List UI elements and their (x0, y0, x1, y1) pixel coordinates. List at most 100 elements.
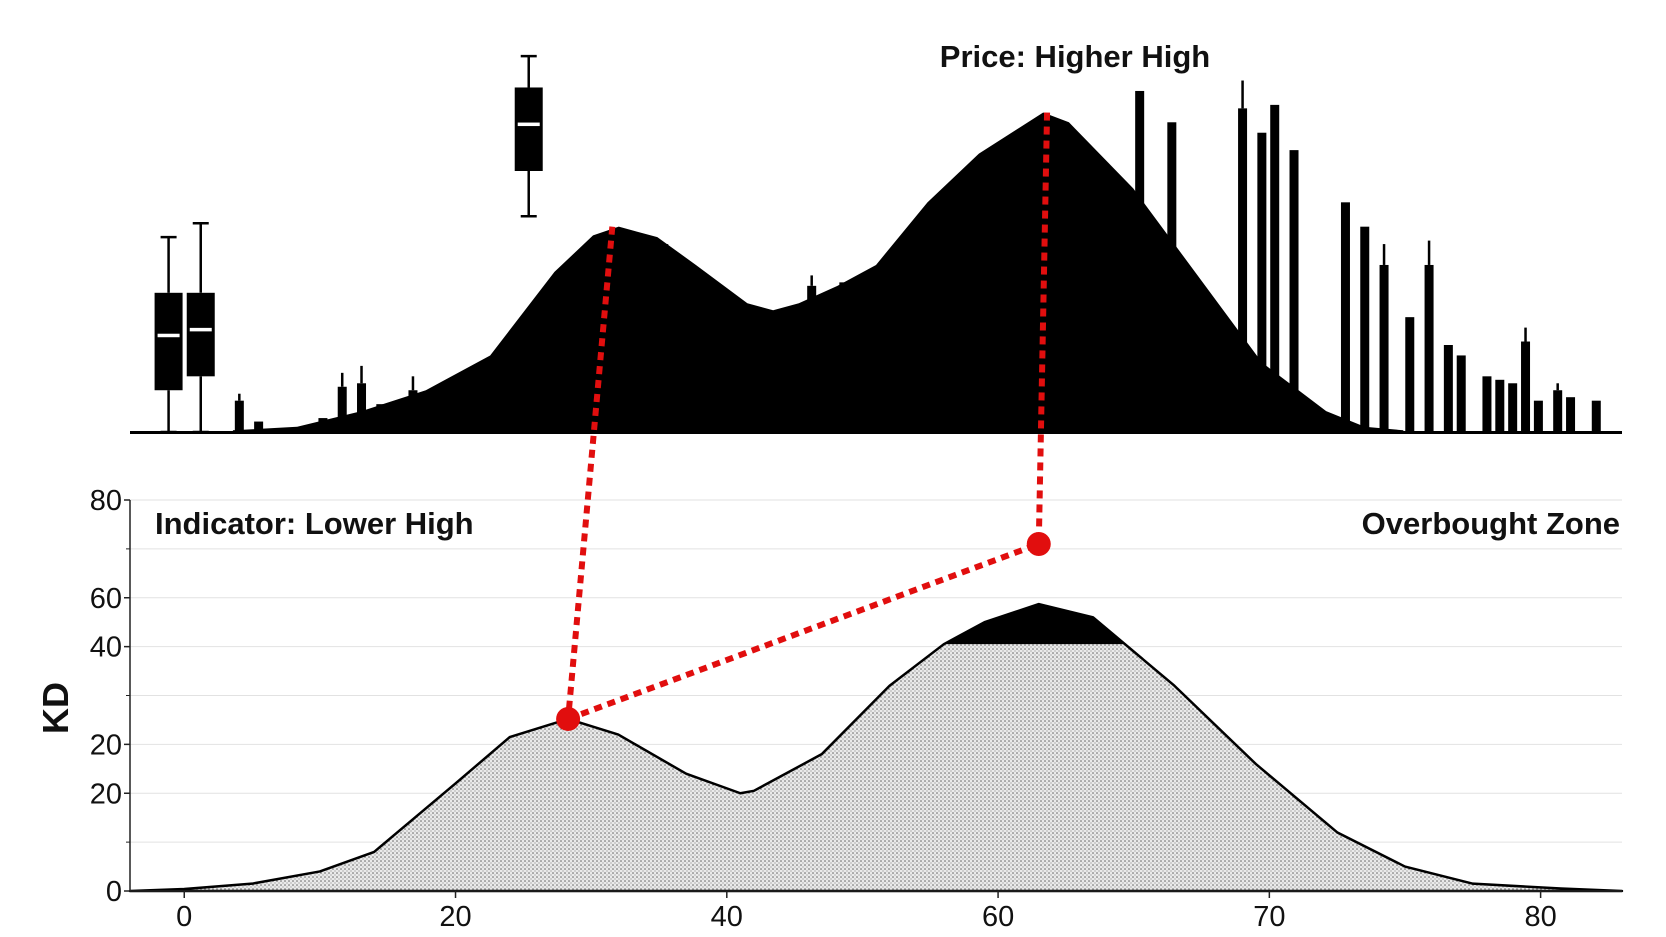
candle (1495, 379, 1505, 432)
candle (588, 251, 598, 432)
candle (1405, 317, 1415, 432)
candle-body (588, 258, 598, 432)
candle (1456, 355, 1466, 432)
candle-body (514, 87, 543, 171)
candle-body (1591, 400, 1601, 432)
candle (1482, 376, 1492, 432)
candle (1508, 383, 1518, 432)
candle-body (1257, 132, 1267, 432)
candle-body (1379, 264, 1389, 432)
x-tick-label: 80 (1524, 901, 1556, 933)
candle-body (1135, 90, 1145, 433)
x-tick-label: 70 (1253, 901, 1285, 933)
candle-body (1553, 390, 1563, 432)
candle (659, 244, 669, 432)
y-tick-label: 60 (90, 583, 122, 615)
candle (1443, 345, 1453, 432)
candle (1167, 122, 1177, 432)
y-tick-label: 0 (106, 876, 122, 908)
candle-mark (189, 327, 212, 332)
indicator-panel: 80 60 40 20 20 0 0 20 40 60 70 80 KD Indicator: Lo… (35, 485, 1624, 933)
divergence-link-right (1035, 112, 1051, 545)
candle-body (1405, 317, 1415, 432)
overbought-area (943, 604, 1125, 645)
candle-body (318, 418, 328, 432)
kd-x-ticks: 0 20 40 60 70 80 (176, 891, 1557, 933)
candle (186, 221, 215, 434)
candle (254, 421, 264, 432)
candle-body (1238, 108, 1248, 433)
price-candles (154, 54, 1601, 434)
candle (440, 386, 450, 432)
candle-body (530, 338, 540, 432)
candle-body (337, 386, 347, 432)
candle-body (1270, 104, 1280, 432)
candle-body (1456, 355, 1466, 432)
divergence-overlay (556, 112, 1051, 731)
candle-body (1533, 400, 1543, 432)
candle (337, 372, 347, 432)
price-panel: Price: Higher High (130, 39, 1622, 434)
price-title: Price: Higher High (940, 39, 1210, 74)
candle (1360, 226, 1370, 432)
candle-body (569, 282, 579, 432)
candle (1533, 400, 1543, 432)
candle-body (1289, 150, 1299, 432)
candle (514, 54, 543, 218)
candle-mark (517, 122, 540, 127)
x-tick-label: 0 (176, 901, 192, 933)
y-tick-label: 20 (90, 729, 122, 761)
candle-body (254, 421, 264, 432)
candle (318, 418, 328, 432)
candle (569, 282, 579, 432)
x-tick-label: 40 (711, 901, 743, 933)
candle (807, 275, 817, 432)
y-tick-label: 80 (90, 485, 122, 517)
candle-body (408, 390, 418, 432)
candle (1521, 327, 1531, 432)
x-tick-label: 20 (439, 901, 471, 933)
candle-body (1424, 264, 1434, 432)
price-baseline (130, 431, 1622, 434)
candle (154, 235, 183, 434)
candle-body (1360, 226, 1370, 432)
candle-body (376, 404, 386, 432)
candle (1135, 90, 1145, 433)
indicator-peak-left (556, 706, 581, 731)
candle-body (1443, 345, 1453, 432)
kd-y-ticks: 80 60 40 20 20 0 (90, 485, 130, 908)
price-area (232, 112, 1404, 432)
candle (1270, 104, 1280, 432)
candle (1238, 80, 1248, 433)
candle (1424, 240, 1434, 432)
candle (1566, 397, 1576, 432)
x-tick-label: 60 (982, 901, 1014, 933)
candle-body (440, 386, 450, 432)
candle-body (1508, 383, 1518, 432)
candle (993, 202, 1003, 432)
indicator-peak-right (1026, 531, 1051, 556)
candle (1591, 400, 1601, 432)
candle-body (1566, 397, 1576, 432)
kd-area (128, 602, 1624, 893)
candle (1553, 383, 1563, 432)
candle (1340, 202, 1350, 432)
kd-axis-label: KD (35, 682, 76, 734)
candle-body (1167, 122, 1177, 432)
divergence-link-left (565, 226, 616, 720)
candle-body (1019, 171, 1029, 432)
indicator-title: Indicator: Lower High (155, 506, 474, 541)
candle (1257, 132, 1267, 432)
candle (376, 404, 386, 432)
candle-body (154, 292, 183, 391)
candle (1289, 150, 1299, 432)
candle-body (659, 244, 669, 432)
candle (1379, 244, 1389, 432)
candle (234, 393, 244, 432)
candle-body (839, 282, 849, 432)
candle (357, 365, 367, 432)
candle-body (1495, 379, 1505, 432)
candle-body (186, 292, 215, 377)
candle-body (234, 400, 244, 432)
